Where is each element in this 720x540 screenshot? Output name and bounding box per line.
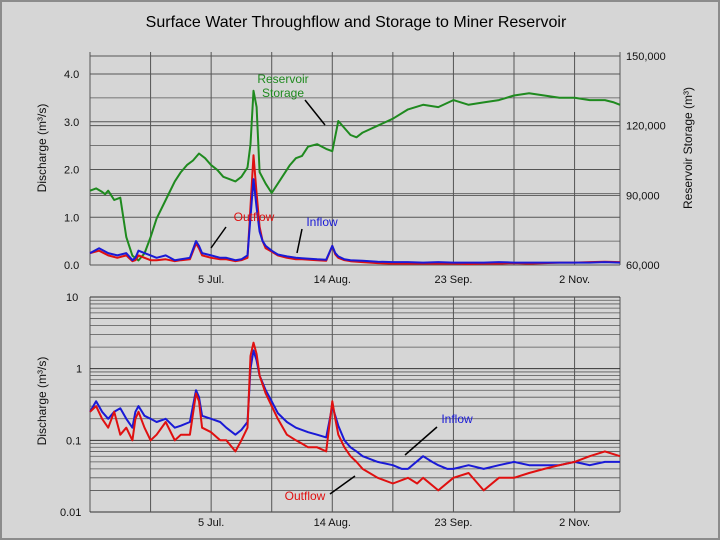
- bottom-y-tick-label: 10: [66, 292, 78, 304]
- bottom-annotation-inflow-pointer: [404, 426, 438, 456]
- top-x-tick-label: 5 Jul.: [198, 274, 224, 286]
- bottom-x-tick-label: 14 Aug.: [314, 517, 351, 529]
- bottom-x-tick-label: 23 Sep.: [434, 517, 472, 529]
- top-series-reservoir-storage: [89, 89, 621, 262]
- top-y-axis-label: Discharge (m³/s): [35, 104, 49, 193]
- bottom-chart-annotations: Inflow Outflow: [285, 412, 473, 503]
- top-x-tick-label: 23 Sep.: [434, 274, 472, 286]
- bottom-annotation-outflow: Outflow: [285, 489, 326, 503]
- top-annotation-storage-pointer: [304, 99, 326, 126]
- bottom-y-tick-label: 0.01: [60, 507, 81, 519]
- top-y-tick-label: 0.0: [64, 260, 79, 272]
- top-x-tick-label: 14 Aug.: [314, 274, 351, 286]
- bottom-series-outflow: [89, 341, 621, 492]
- top-chart-ticks: 0.0 1.0 2.0 3.0 4.0 60,000 90,000 120,000 150,00…: [64, 51, 666, 286]
- bottom-series-inflow: [89, 349, 620, 470]
- top-x-tick-label: 2 Nov.: [559, 274, 590, 286]
- bottom-chart-series: [89, 341, 621, 492]
- top-chart-grid: [89, 52, 621, 266]
- bottom-x-tick-label: 5 Jul.: [198, 517, 224, 529]
- top-chart-series: [89, 89, 621, 265]
- bottom-y-tick-label: 0.1: [66, 435, 81, 447]
- top-annotation-inflow-pointer: [296, 228, 303, 254]
- bottom-y-axis-label: Discharge (m³/s): [35, 357, 49, 446]
- bottom-annotation-inflow: Inflow: [441, 412, 473, 426]
- top-annotation-outflow: Outflow: [234, 210, 275, 224]
- top-y2-tick-label: 60,000: [626, 260, 660, 272]
- chart-title: Surface Water Throughflow and Storage to…: [146, 14, 567, 31]
- top-y2-tick-label: 150,000: [626, 51, 666, 63]
- bottom-y-tick-label: 1: [76, 364, 82, 376]
- top-y2-tick-label: 120,000: [626, 121, 666, 133]
- top-y2-axis-label: Reservoir Storage (m³): [681, 87, 695, 209]
- top-y-tick-label: 2.0: [64, 165, 79, 177]
- top-series-outflow: [89, 154, 621, 265]
- top-y-tick-label: 3.0: [64, 117, 79, 129]
- top-y-tick-label: 1.0: [64, 212, 79, 224]
- top-annotation-storage-line1: Reservoir: [257, 72, 308, 86]
- bottom-chart-grid: [89, 296, 621, 513]
- top-series-inflow: [89, 178, 621, 264]
- top-y-tick-label: 4.0: [64, 69, 79, 81]
- bottom-x-tick-label: 2 Nov.: [559, 517, 590, 529]
- top-annotation-outflow-pointer: [210, 226, 227, 249]
- bottom-chart-ticks: 0.01 0.1 1 10 5 Jul. 14 Aug. 23 Sep. 2 Nov.: [60, 292, 590, 529]
- bottom-annotation-outflow-pointer: [329, 475, 356, 495]
- top-y2-tick-label: 90,000: [626, 190, 660, 202]
- top-annotation-inflow: Inflow: [306, 215, 338, 229]
- top-annotation-storage-line2: Storage: [262, 86, 304, 100]
